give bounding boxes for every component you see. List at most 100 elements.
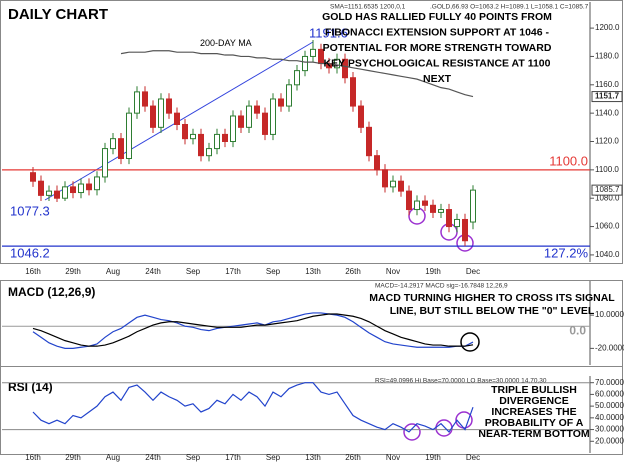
candle-body <box>166 98 172 114</box>
candle-body <box>46 190 52 196</box>
candle-body <box>430 204 436 213</box>
candle-body <box>182 123 188 140</box>
candle-body <box>214 133 220 150</box>
y-tick-label: 70.0000 <box>595 378 624 387</box>
annotation: FIBONACCI EXTENSION SUPPORT AT 1046 - <box>325 26 550 38</box>
candle-body <box>158 98 164 128</box>
x-tick-label: Sep <box>186 453 201 462</box>
annotation: POTENTIAL FOR MORE STRENGTH TOWARD <box>323 42 552 54</box>
macd-panel <box>0 280 623 367</box>
y-tick-label: 50.0000 <box>595 401 624 410</box>
rsi-panel <box>0 366 623 455</box>
candle-body <box>278 98 284 107</box>
annotation: TRIPLE BULLISH <box>491 384 577 396</box>
y-tick-label: 1100.0 <box>595 165 619 174</box>
candle-body <box>110 138 116 150</box>
indicator-line <box>32 382 474 433</box>
candle-body <box>126 112 132 160</box>
candle-body <box>118 138 124 160</box>
price-tag: 1085.7 <box>595 185 620 194</box>
price-box <box>591 91 623 103</box>
x-tick-label: 29th <box>65 453 81 462</box>
price-box <box>591 184 623 196</box>
candle-body <box>446 209 452 228</box>
y-tick-label: 60.0000 <box>595 390 624 399</box>
candle-body <box>102 148 108 178</box>
x-tick-label: 13th <box>305 453 321 462</box>
candle-body <box>134 91 140 114</box>
candle-body <box>262 112 268 135</box>
annotation: DIVERGENCE <box>499 395 568 407</box>
x-tick-label: 17th <box>225 453 241 462</box>
candle-body <box>406 190 412 211</box>
candle-body <box>398 180 404 192</box>
y-tick-label: 30.0000 <box>595 425 624 434</box>
level-label: 0.0 <box>569 323 586 337</box>
candle-body <box>286 84 292 107</box>
x-tick-label: Aug <box>106 453 120 462</box>
annotation: KEY PSYCHOLOGICAL RESISTANCE AT 1100 <box>324 57 551 69</box>
candle-body <box>310 48 316 57</box>
indicator-line <box>32 312 474 349</box>
x-tick-label: 24th <box>145 453 161 462</box>
candle-body <box>366 126 372 157</box>
x-tick-label: 16th <box>25 453 41 462</box>
candle-body <box>206 148 212 157</box>
x-tick-label: 19th <box>425 267 441 276</box>
panel-title: DAILY CHART <box>8 6 108 23</box>
candle-body <box>238 115 244 128</box>
candle-body <box>62 186 68 199</box>
candle-body <box>358 105 364 128</box>
candle-body <box>342 58 348 79</box>
annotation: MACD TURNING HIGHER TO CROSS ITS SIGNAL <box>369 292 615 304</box>
annotation: GOLD HAS RALLIED FULLY 40 POINTS FROM <box>322 11 552 23</box>
x-tick-label: 13th <box>305 267 321 276</box>
x-tick-label: Dec <box>466 267 480 276</box>
annotation: INCREASES THE <box>491 406 576 418</box>
candle-body <box>350 77 356 107</box>
level-label: 1100.0 <box>549 153 588 168</box>
low-label: 1077.3 <box>10 203 50 218</box>
candle-body <box>94 176 100 191</box>
x-tick-label: 24th <box>145 267 161 276</box>
y-tick-label: -20.0000 <box>595 343 624 352</box>
indicator-line <box>32 313 474 347</box>
x-tick-label: 29th <box>65 267 81 276</box>
candle-body <box>390 180 396 188</box>
level-label: 127.2% <box>544 246 589 261</box>
candle-body <box>414 200 420 211</box>
candle-body <box>38 180 44 196</box>
series-name: 200-DAY MA <box>200 38 252 48</box>
candle-body <box>334 58 340 69</box>
y-tick-label: 1060.0 <box>595 222 620 231</box>
candle-body <box>438 209 444 213</box>
annotation: PROBABILITY OF A <box>485 417 584 429</box>
x-tick-label: Aug <box>106 267 120 276</box>
info-text: SMA=1151.6535 1200,0,1 <box>330 4 406 11</box>
candle-body <box>70 186 76 194</box>
candle-body <box>142 91 148 107</box>
info-text: .GOLD,66.93 O=1063.2 H=1089.1 L=1058.1 C… <box>430 4 589 11</box>
candle-body <box>86 183 92 191</box>
x-tick-label: 26th <box>345 453 361 462</box>
candle-body <box>78 183 84 194</box>
y-tick-label: 1140.0 <box>595 108 619 117</box>
candle-body <box>190 133 196 140</box>
info-text: MACD=-14.2917 MACD sig=-16.7848 12,26,9 <box>375 283 508 290</box>
x-tick-label: Sep <box>186 267 201 276</box>
x-tick-label: Nov <box>386 453 400 462</box>
candle-body <box>422 200 428 206</box>
candle-body <box>382 169 388 188</box>
x-tick-label: Dec <box>466 453 480 462</box>
panel-title: MACD (12,26,9) <box>8 285 95 299</box>
candle-body <box>302 55 308 72</box>
annotation: NEXT <box>423 73 452 85</box>
info-text: RSI=49.0996 Hi Base=70.0000 LO Base=30.0… <box>375 378 547 385</box>
y-tick-label: 40.0000 <box>595 413 624 422</box>
high-label: 1191.6 <box>309 25 348 40</box>
x-tick-label: Sep <box>266 453 281 462</box>
candle-body <box>462 218 468 242</box>
candle-body <box>470 189 476 223</box>
panel-title: RSI (14) <box>8 380 53 394</box>
annotation: LINE, BUT STILL BELOW THE "0" LEVEL <box>390 305 595 317</box>
